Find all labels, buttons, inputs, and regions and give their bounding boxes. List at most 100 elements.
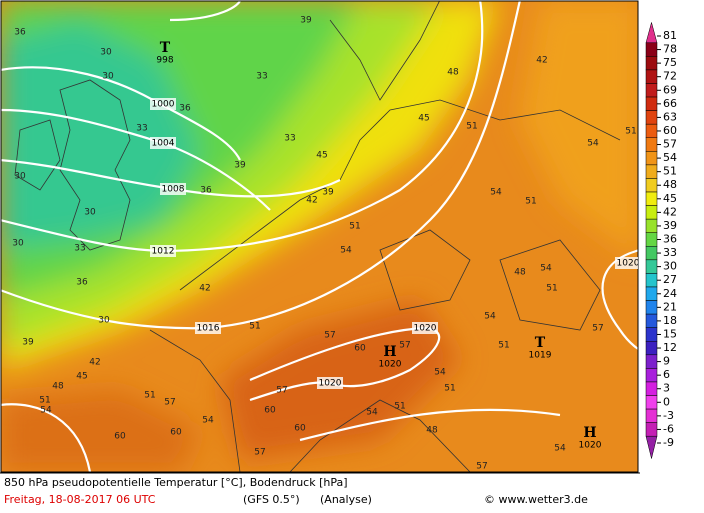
footer-analysis: (Analyse) bbox=[320, 493, 372, 506]
colorbar-segment bbox=[645, 96, 658, 111]
footer-model: (GFS 0.5°) bbox=[243, 493, 300, 506]
contour-label: 33 bbox=[74, 244, 85, 254]
colorbar-label: 63 bbox=[663, 110, 677, 123]
pressure-symbol: T bbox=[535, 335, 546, 351]
colorbar-label: 78 bbox=[663, 43, 677, 56]
pressure-value: 1019 bbox=[529, 351, 552, 361]
colorbar-segment bbox=[645, 83, 658, 98]
colorbar-segment bbox=[645, 422, 658, 437]
pressure-value: 1020 bbox=[379, 360, 402, 370]
contour-label: 54 bbox=[587, 139, 599, 149]
contour-label: 42 bbox=[89, 358, 100, 368]
contour-label: 54 bbox=[484, 312, 496, 322]
contour-label: 57 bbox=[276, 386, 287, 396]
isobar-label-bg bbox=[317, 377, 343, 389]
map bbox=[1, 1, 638, 472]
contour-label: 51 bbox=[498, 341, 509, 351]
contour-label: 60 bbox=[264, 406, 276, 416]
colorbar-segment bbox=[645, 42, 658, 57]
colorbar-label: 45 bbox=[663, 192, 677, 205]
colorbar-label: 30 bbox=[663, 260, 677, 273]
colorbar-label: 24 bbox=[663, 287, 677, 300]
colorbar-segment bbox=[645, 395, 658, 410]
contour-label: 51 bbox=[349, 222, 360, 232]
contour-label: 60 bbox=[294, 424, 306, 434]
contour-label: 30 bbox=[12, 239, 24, 249]
pressure-symbol: T bbox=[160, 40, 171, 56]
pressure-symbol: H bbox=[383, 344, 396, 360]
isobar-label: 1020 bbox=[617, 259, 640, 269]
colorbar-label: 51 bbox=[663, 165, 677, 178]
colorbar-segment bbox=[645, 151, 658, 166]
colorbar-label: 66 bbox=[663, 97, 677, 110]
contour-label: 39 bbox=[300, 16, 312, 26]
colorbar-label: 54 bbox=[663, 151, 677, 164]
colorbar-label: 57 bbox=[663, 138, 677, 151]
colorbar-segment bbox=[645, 178, 658, 193]
isobar-label-bg bbox=[412, 322, 438, 334]
pressure-value: 1020 bbox=[579, 441, 602, 451]
contour-label: 57 bbox=[399, 341, 410, 351]
colorbar-segment bbox=[645, 313, 658, 328]
contour-label: 60 bbox=[354, 344, 366, 354]
contour-label: 39 bbox=[22, 338, 34, 348]
contour-label: 33 bbox=[136, 124, 147, 134]
isobar-label: 1012 bbox=[152, 247, 175, 257]
colorbar-segment bbox=[645, 56, 658, 71]
contour-label: 48 bbox=[52, 382, 64, 392]
colorbar-label: 42 bbox=[663, 205, 677, 218]
colorbar-segment bbox=[645, 123, 658, 139]
contour-label: 36 bbox=[179, 104, 191, 114]
isobar-label: 1016 bbox=[197, 324, 220, 334]
colorbar-label: 21 bbox=[663, 300, 677, 313]
pressure-symbol: H bbox=[583, 425, 596, 441]
contour-label: 51 bbox=[466, 122, 477, 132]
colorbar-label: -6 bbox=[663, 422, 674, 435]
contour-label: 57 bbox=[254, 448, 265, 458]
contour-label: 54 bbox=[434, 368, 446, 378]
colorbar-segment bbox=[645, 69, 658, 84]
contour-label: 51 bbox=[525, 197, 536, 207]
colorbar-segment bbox=[645, 354, 658, 369]
colorbar-segment bbox=[645, 246, 658, 261]
isobar-label: 1020 bbox=[319, 379, 342, 389]
contour-label: 54 bbox=[340, 246, 352, 256]
contour-label: 36 bbox=[200, 186, 212, 196]
map-frame bbox=[0, 0, 639, 473]
contour-label: 33 bbox=[284, 134, 295, 144]
contour-label: 42 bbox=[199, 284, 210, 294]
colorbar-segment bbox=[645, 408, 658, 423]
contour-label: 57 bbox=[164, 398, 175, 408]
colorbar-label: 72 bbox=[663, 70, 677, 83]
contour-label: 30 bbox=[14, 172, 26, 182]
contour-label: 54 bbox=[540, 264, 552, 274]
isobar-label: 1004 bbox=[152, 139, 175, 149]
contour-label: 42 bbox=[536, 56, 547, 66]
colorbar-cap bbox=[645, 435, 658, 459]
colorbar-cap bbox=[645, 21, 658, 44]
contour-label: 45 bbox=[316, 151, 327, 161]
colorbar-segment bbox=[645, 137, 658, 152]
footer-credit: © www.wetter3.de bbox=[484, 493, 588, 506]
isobar-label-bg bbox=[150, 98, 176, 110]
colorbar-label: 27 bbox=[663, 273, 677, 286]
colorbar-label: -9 bbox=[663, 436, 674, 449]
contour-label: 60 bbox=[114, 432, 126, 442]
contour-label: 51 bbox=[546, 284, 557, 294]
contour-label: 36 bbox=[76, 278, 88, 288]
contour-label: 51 bbox=[394, 402, 405, 412]
colorbar-segment bbox=[645, 205, 658, 220]
isobar-label-bg bbox=[150, 245, 176, 257]
colorbar-segment bbox=[645, 286, 658, 301]
isobar-label-bg bbox=[615, 257, 638, 269]
colorbar-label: 18 bbox=[663, 314, 677, 327]
colorbar-segment bbox=[645, 191, 658, 206]
colorbar-label: 0 bbox=[663, 395, 670, 408]
isobar-label-bg bbox=[195, 322, 221, 334]
isobar-label: 1008 bbox=[162, 185, 185, 195]
contour-label: 57 bbox=[476, 462, 487, 472]
footer-date: Freitag, 18-08-2017 06 UTC bbox=[4, 493, 156, 506]
colorbar-label: 39 bbox=[663, 219, 677, 232]
